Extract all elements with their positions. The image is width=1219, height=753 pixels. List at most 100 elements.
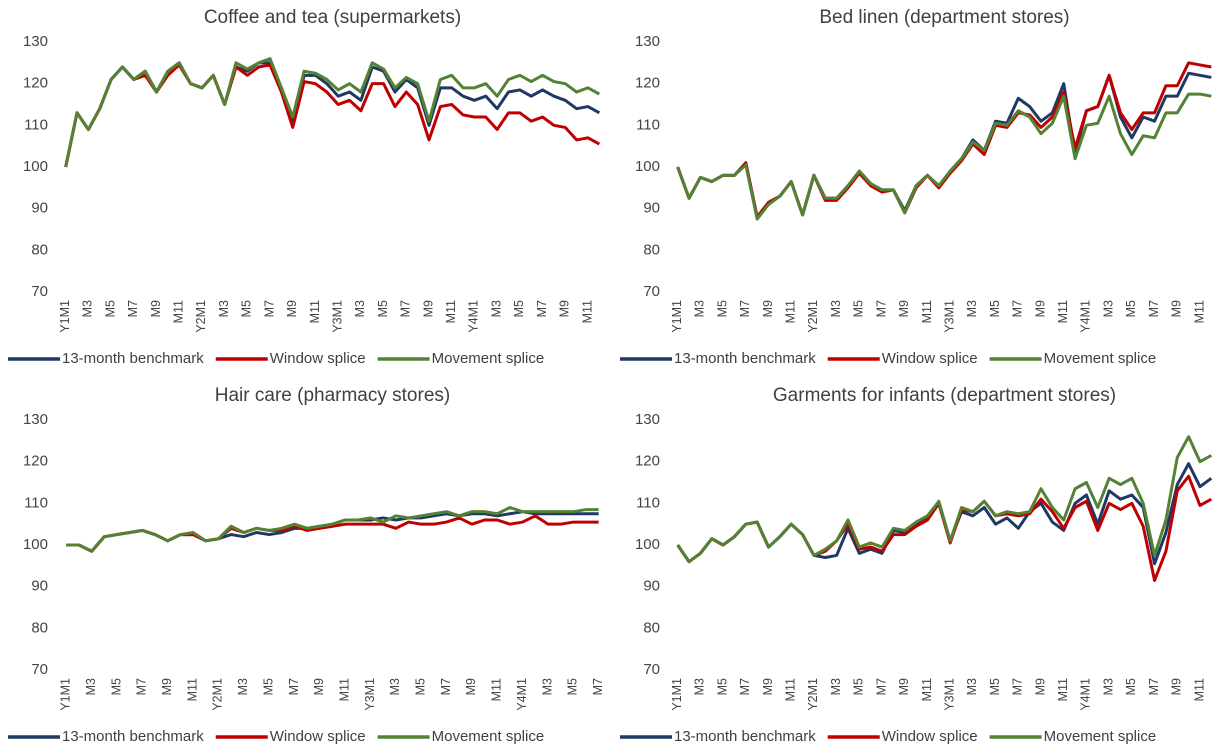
x-tick-label: M7 bbox=[135, 678, 149, 695]
x-tick-label: M3 bbox=[693, 678, 707, 695]
legend-label: 13-month benchmark bbox=[62, 728, 204, 745]
x-tick-label: M9 bbox=[149, 300, 163, 317]
x-tick-label: M7 bbox=[874, 300, 888, 317]
y-tick-label: 90 bbox=[31, 200, 48, 217]
series-line bbox=[676, 71, 1212, 219]
series-line bbox=[66, 514, 599, 553]
x-tick-label: Y2M1 bbox=[194, 300, 208, 333]
x-tick-label: M9 bbox=[897, 300, 911, 317]
x-tick-label: M7 bbox=[1011, 678, 1025, 695]
y-tick-label: 130 bbox=[635, 411, 660, 428]
x-tick-label: M9 bbox=[558, 300, 572, 317]
y-tick-label: 100 bbox=[23, 158, 48, 175]
x-tick-label: M7 bbox=[874, 678, 888, 695]
x-tick-label: M3 bbox=[84, 678, 98, 695]
x-tick-label: Y2M1 bbox=[211, 678, 225, 711]
x-tick-label: M9 bbox=[160, 678, 174, 695]
x-tick-label: Y4M1 bbox=[515, 678, 529, 711]
x-tick-label: M3 bbox=[81, 300, 95, 317]
x-tick-label: M3 bbox=[353, 300, 367, 317]
legend-label: Movement splice bbox=[1044, 728, 1157, 745]
legend-label: 13-month benchmark bbox=[674, 728, 816, 745]
x-tick-label: M5 bbox=[512, 300, 526, 317]
legend-label: Movement splice bbox=[1044, 350, 1157, 367]
x-tick-label: M3 bbox=[388, 678, 402, 695]
x-tick-label: M3 bbox=[965, 678, 979, 695]
x-tick-label: M7 bbox=[287, 678, 301, 695]
x-tick-label: Y3M1 bbox=[942, 300, 956, 333]
y-tick-label: 130 bbox=[23, 33, 48, 50]
x-tick-label: M7 bbox=[439, 678, 453, 695]
x-tick-label: M5 bbox=[715, 300, 729, 317]
legend-label: Window splice bbox=[270, 728, 366, 745]
y-tick-label: 70 bbox=[31, 283, 48, 300]
x-tick-label: M5 bbox=[1124, 678, 1138, 695]
x-tick-label: M11 bbox=[1192, 300, 1206, 323]
x-tick-label: M9 bbox=[285, 300, 299, 317]
y-tick-label: 110 bbox=[636, 494, 660, 511]
x-tick-label: M7 bbox=[738, 678, 752, 695]
chart-title: Hair care (pharmacy stores) bbox=[215, 385, 450, 406]
chart-title: Coffee and tea (supermarkets) bbox=[204, 7, 461, 28]
x-tick-label: M5 bbox=[109, 678, 123, 695]
x-tick-label: Y1M1 bbox=[58, 300, 72, 333]
x-tick-label: M9 bbox=[1170, 300, 1184, 317]
x-tick-label: M11 bbox=[920, 678, 934, 701]
x-tick-label: M5 bbox=[852, 678, 866, 695]
legend-label: Movement splice bbox=[432, 350, 545, 367]
x-tick-label: M11 bbox=[1056, 300, 1070, 323]
y-tick-label: 130 bbox=[635, 33, 660, 50]
x-tick-label: M5 bbox=[988, 300, 1002, 317]
x-tick-label: M3 bbox=[965, 300, 979, 317]
x-tick-label: M11 bbox=[920, 300, 934, 323]
y-tick-label: 70 bbox=[643, 283, 660, 300]
legend-label: Window splice bbox=[882, 728, 978, 745]
x-tick-label: M3 bbox=[236, 678, 250, 695]
y-tick-label: 110 bbox=[24, 116, 48, 133]
x-tick-label: M11 bbox=[172, 300, 186, 323]
y-tick-label: 70 bbox=[31, 661, 48, 678]
x-tick-label: M9 bbox=[464, 678, 478, 695]
y-tick-label: 80 bbox=[31, 619, 48, 636]
y-tick-label: 100 bbox=[635, 536, 660, 553]
x-tick-label: Y1M1 bbox=[670, 678, 684, 711]
panel: Bed linen (department stores) 70 80 90 100 11… bbox=[620, 7, 1212, 367]
y-tick-label: 80 bbox=[643, 241, 660, 258]
y-tick-label: 100 bbox=[635, 158, 660, 175]
series-line bbox=[676, 474, 1213, 582]
x-tick-label: M11 bbox=[580, 300, 594, 323]
y-tick-label: 90 bbox=[643, 578, 660, 595]
y-tick-label: 80 bbox=[643, 619, 660, 636]
series-line bbox=[676, 435, 1213, 564]
y-tick-label: 80 bbox=[31, 241, 48, 258]
x-tick-label: M11 bbox=[185, 678, 199, 701]
x-tick-label: M3 bbox=[829, 678, 843, 695]
x-tick-label: M5 bbox=[240, 300, 254, 317]
x-tick-label: Y4M1 bbox=[1079, 678, 1093, 711]
series-line bbox=[676, 61, 1212, 219]
y-tick-label: 130 bbox=[23, 411, 48, 428]
panel: Hair care (pharmacy stores) 70 80 90 100 110 1… bbox=[8, 385, 605, 745]
legend-label: 13-month benchmark bbox=[674, 350, 816, 367]
x-tick-label: M7 bbox=[399, 300, 413, 317]
x-tick-label: M11 bbox=[444, 300, 458, 323]
x-tick-label: M9 bbox=[421, 300, 435, 317]
x-tick-label: M5 bbox=[103, 300, 117, 317]
y-tick-label: 70 bbox=[643, 661, 660, 678]
x-tick-label: Y3M1 bbox=[330, 300, 344, 333]
x-tick-label: M7 bbox=[262, 300, 276, 317]
x-tick-label: M9 bbox=[1033, 300, 1047, 317]
legend-label: Window splice bbox=[882, 350, 978, 367]
x-tick-label: M7 bbox=[126, 300, 140, 317]
x-tick-label: M11 bbox=[784, 300, 798, 323]
x-tick-label: Y4M1 bbox=[1079, 300, 1093, 333]
series-line bbox=[676, 92, 1212, 221]
series-line bbox=[64, 57, 601, 168]
y-tick-label: 120 bbox=[635, 75, 660, 92]
x-tick-label: M11 bbox=[1192, 678, 1206, 701]
x-tick-label: M5 bbox=[566, 678, 580, 695]
x-tick-label: M9 bbox=[897, 678, 911, 695]
series-line bbox=[64, 63, 601, 168]
chart-title: Garments for infants (department stores) bbox=[773, 385, 1116, 406]
y-tick-label: 120 bbox=[23, 453, 48, 470]
